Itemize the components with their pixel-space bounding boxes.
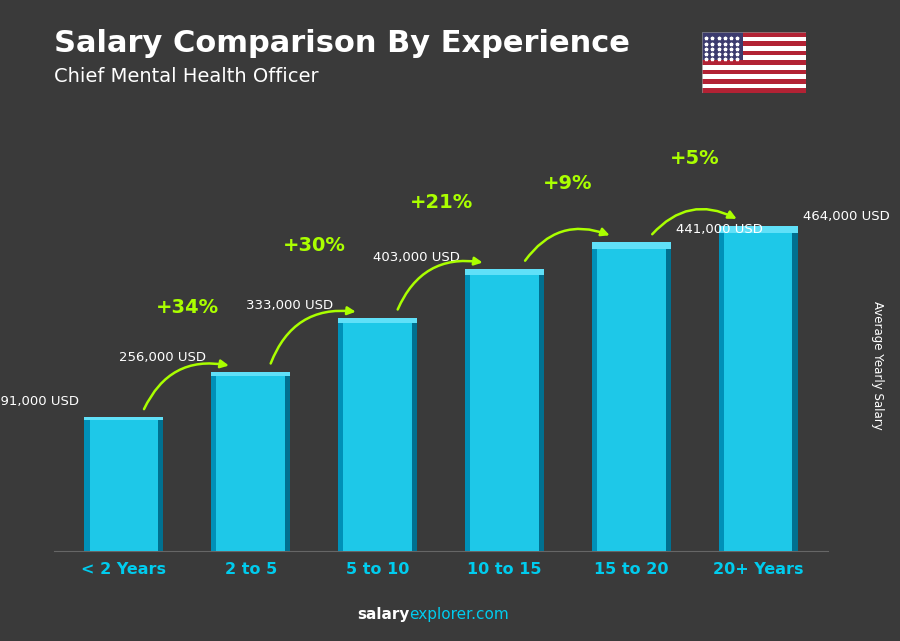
Text: salary: salary <box>357 607 410 622</box>
Bar <box>792 226 797 551</box>
Text: +30%: +30% <box>283 235 346 254</box>
Bar <box>338 318 343 551</box>
Text: Salary Comparison By Experience: Salary Comparison By Experience <box>54 29 630 58</box>
Text: Average Yearly Salary: Average Yearly Salary <box>871 301 884 429</box>
Bar <box>702 32 743 60</box>
Bar <box>465 269 470 551</box>
Bar <box>702 88 806 93</box>
Bar <box>702 74 806 79</box>
Bar <box>338 318 417 323</box>
Bar <box>719 226 797 551</box>
Text: Chief Mental Health Officer: Chief Mental Health Officer <box>54 67 319 87</box>
Bar <box>702 42 806 46</box>
Bar <box>702 56 806 60</box>
Bar <box>465 269 544 275</box>
Bar <box>212 372 290 551</box>
Bar <box>702 69 806 74</box>
Text: explorer.com: explorer.com <box>410 607 509 622</box>
Bar <box>702 79 806 83</box>
Text: 333,000 USD: 333,000 USD <box>246 299 333 313</box>
Bar <box>702 46 806 51</box>
Bar <box>285 372 290 551</box>
Text: +34%: +34% <box>156 298 219 317</box>
Bar <box>212 372 290 376</box>
Text: +21%: +21% <box>410 194 472 212</box>
Text: 464,000 USD: 464,000 USD <box>803 210 889 222</box>
Bar <box>702 32 806 37</box>
Text: +9%: +9% <box>543 174 592 193</box>
Text: 256,000 USD: 256,000 USD <box>120 351 206 364</box>
Bar <box>665 242 670 551</box>
Bar <box>85 417 163 420</box>
Bar <box>592 242 597 551</box>
Bar <box>702 51 806 56</box>
Bar <box>338 318 417 551</box>
Bar <box>85 417 163 551</box>
Bar <box>719 226 797 233</box>
Text: 403,000 USD: 403,000 USD <box>374 251 460 263</box>
Bar <box>539 269 544 551</box>
Bar <box>702 37 806 42</box>
Text: 441,000 USD: 441,000 USD <box>676 223 762 236</box>
Bar <box>702 65 806 69</box>
Bar <box>702 60 806 65</box>
Bar <box>702 83 806 88</box>
Bar <box>212 372 217 551</box>
Text: +5%: +5% <box>670 149 720 168</box>
Bar <box>412 318 417 551</box>
Bar <box>719 226 724 551</box>
Bar <box>465 269 544 551</box>
Bar <box>85 417 90 551</box>
Bar <box>592 242 670 249</box>
Bar <box>592 242 670 551</box>
Text: 191,000 USD: 191,000 USD <box>0 395 79 408</box>
Bar <box>158 417 163 551</box>
